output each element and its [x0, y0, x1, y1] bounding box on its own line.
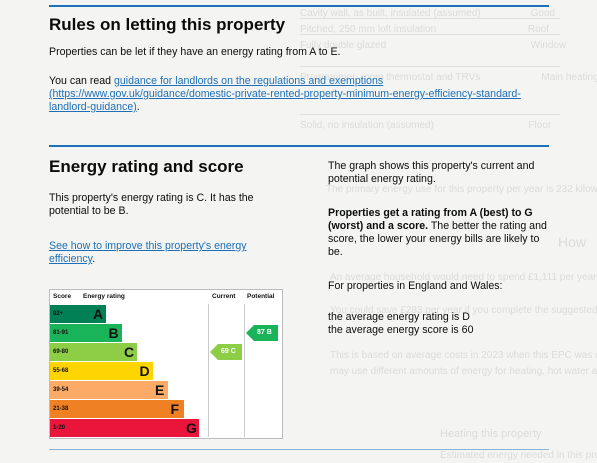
- section-top-rule: [49, 5, 549, 7]
- band-b: 81-91 B: [50, 324, 122, 342]
- bottom-rule: [49, 449, 549, 450]
- rating-explanation: Properties get a rating from A (best) to…: [328, 207, 553, 259]
- band-score-d: 55-68: [53, 368, 69, 374]
- band-score-f: 21-38: [53, 406, 69, 412]
- average-score: the average energy score is 60: [328, 324, 474, 336]
- improve-paragraph: See how to improve this property's energ…: [49, 240, 274, 266]
- guidance-suffix: .: [136, 101, 140, 113]
- guidance-paragraph: You can read guidance for landlords on t…: [49, 75, 559, 114]
- header-score: Score: [53, 293, 72, 300]
- band-letter-b: B: [108, 325, 119, 341]
- band-letter-e: E: [155, 382, 165, 398]
- energy-rating-chart: Score Energy rating Current Potential 92…: [49, 289, 283, 439]
- potential-rating-arrow: 87 B: [246, 325, 278, 341]
- energy-section: Energy rating and score This property's …: [49, 157, 299, 266]
- band-score-e: 39-54: [53, 387, 69, 393]
- average-rating: the average energy rating is D: [328, 311, 470, 323]
- band-letter-d: D: [139, 363, 150, 379]
- guidance-url-link[interactable]: (https://www.gov.uk/guidance/domestic-pr…: [49, 88, 521, 113]
- band-score-g: 1-20: [53, 425, 66, 431]
- current-column-divider: [208, 304, 209, 437]
- band-c: 69-80 C: [50, 343, 137, 361]
- rules-title: Rules on letting this property: [49, 15, 286, 34]
- band-letter-g: G: [186, 420, 197, 436]
- energy-title: Energy rating and score: [49, 157, 244, 176]
- band-letter-c: C: [124, 344, 135, 360]
- england-wales-heading: For properties in England and Wales:: [328, 280, 503, 292]
- graph-description: The graph shows this property's current …: [328, 160, 535, 185]
- improve-link[interactable]: See how to improve this property's energ…: [49, 240, 247, 265]
- rating-explanation-rest: The better the rating and score, the low…: [328, 220, 547, 258]
- band-score-b: 81-91: [53, 330, 69, 336]
- rules-section: Rules on letting this property Propertie…: [49, 15, 559, 114]
- band-g: 1-20 G: [50, 419, 199, 437]
- band-e: 39-54 E: [50, 381, 168, 399]
- rules-paragraph: Properties can be let if they have an en…: [49, 46, 341, 58]
- band-letter-f: F: [170, 401, 180, 417]
- section-divider: [49, 145, 549, 147]
- band-letter-a: A: [93, 306, 104, 322]
- improve-suffix: .: [92, 253, 96, 265]
- rating-explanation-bold: Properties get a rating from A (best) to…: [328, 207, 533, 232]
- band-d: 55-68 D: [50, 362, 153, 380]
- header-energy-rating: Energy rating: [83, 293, 125, 300]
- graph-explanation: The graph shows this property's current …: [328, 160, 553, 337]
- current-rating-arrow: 69 C: [210, 344, 242, 360]
- guidance-link[interactable]: guidance for landlords on the regulation…: [114, 75, 384, 87]
- band-score-c: 69-80: [53, 349, 69, 355]
- energy-rating-paragraph: This property's energy rating is C. It h…: [49, 192, 254, 217]
- band-a: 92+ A: [50, 305, 106, 323]
- potential-column-divider: [244, 304, 245, 437]
- band-score-a: 92+: [53, 311, 64, 317]
- header-potential: Potential: [247, 293, 275, 300]
- band-f: 21-38 F: [50, 400, 184, 418]
- guidance-prefix: You can read: [49, 75, 114, 87]
- header-current: Current: [212, 293, 236, 300]
